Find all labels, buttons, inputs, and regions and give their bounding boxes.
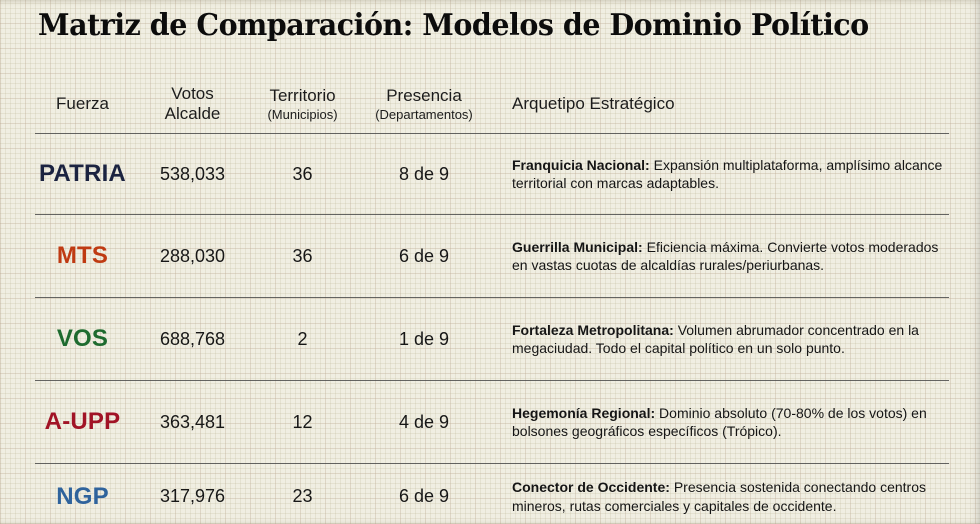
table-row: PATRIA 538,033 36 8 de 9 Franquicia Naci… — [35, 134, 949, 215]
presencia-value: 6 de 9 — [398, 486, 450, 506]
arquetipo-cell: Guerrilla Municipal: Eficiencia máxima. C… — [498, 238, 949, 274]
col-header-territorio-main: Territorio — [269, 85, 336, 105]
col-header-territorio-sub: (Municipios) — [267, 106, 338, 122]
table-header-row: Fuerza Votos Alcalde Territorio (Municip… — [35, 75, 949, 134]
territorio-value: 36 — [292, 245, 313, 266]
votos-value: 688,768 — [159, 328, 226, 349]
table-row: NGP 317,976 23 6 de 9 Conector de Occide… — [35, 464, 949, 524]
party-name: PATRIA — [39, 160, 126, 187]
table-row: VOS 688,768 2 1 de 9 Fortaleza Metropoli… — [35, 298, 949, 381]
col-header-presencia: Presencia (Departamentos) — [350, 86, 498, 122]
party-name: VOS — [56, 325, 109, 352]
arquetipo-text: Eficiencia máxima. Convierte votos moder… — [512, 238, 939, 273]
votos-value: 538,033 — [159, 163, 226, 184]
arquetipo-label: Hegemonía Regional: — [512, 404, 656, 421]
col-header-votos-line2: Alcalde — [164, 104, 221, 123]
col-header-votos-line1: Votos — [171, 83, 214, 103]
arquetipo-text: Dominio absoluto (70-80% de los votos) e… — [512, 404, 927, 439]
table-row: A-UPP 363,481 12 4 de 9 Hegemonía Region… — [35, 381, 949, 464]
page-title: Matriz de Comparación: Modelos de Domini… — [38, 8, 869, 43]
arquetipo-label: Guerrilla Municipal: — [512, 238, 643, 255]
territorio-value: 36 — [292, 163, 313, 184]
votos-value: 317,976 — [159, 486, 226, 506]
arquetipo-cell: Hegemonía Regional: Dominio absoluto (70-… — [498, 404, 949, 440]
arquetipo-cell: Franquicia Nacional: Expansión multiplata… — [498, 156, 949, 192]
arquetipo-text: Volumen abrumador concentrado en la mega… — [512, 321, 919, 356]
votos-value: 288,030 — [159, 245, 226, 266]
votos-value: 363,481 — [159, 411, 226, 432]
comparison-table: Fuerza Votos Alcalde Territorio (Municip… — [35, 75, 949, 524]
presencia-value: 1 de 9 — [398, 328, 450, 349]
territorio-value: 2 — [297, 328, 308, 349]
col-header-presencia-sub: (Departamentos) — [375, 106, 473, 122]
col-header-votos: Votos Alcalde — [130, 84, 255, 124]
party-name: MTS — [56, 242, 109, 269]
party-name: NGP — [56, 482, 109, 510]
table-row: MTS 288,030 36 6 de 9 Guerrilla Municipa… — [35, 215, 949, 298]
col-header-territorio: Territorio (Municipios) — [255, 86, 350, 122]
territorio-value: 12 — [292, 411, 313, 432]
presencia-value: 4 de 9 — [398, 411, 450, 432]
arquetipo-label: Franquicia Nacional: — [512, 156, 650, 173]
col-header-fuerza: Fuerza — [56, 93, 109, 113]
arquetipo-cell: Fortaleza Metropolitana: Volumen abrumado… — [498, 321, 949, 357]
arquetipo-text: Presencia sostenida conectando centros m… — [512, 479, 926, 514]
arquetipo-label: Fortaleza Metropolitana: — [512, 321, 674, 338]
presencia-value: 8 de 9 — [398, 163, 450, 184]
col-header-presencia-main: Presencia — [386, 85, 462, 105]
arquetipo-label: Conector de Occidente: — [512, 479, 670, 496]
col-header-arquetipo: Arquetipo Estratégico — [512, 93, 675, 113]
arquetipo-text: Expansión multiplataforma, amplísimo alc… — [512, 156, 943, 191]
party-name: A-UPP — [44, 408, 121, 435]
presencia-value: 6 de 9 — [398, 245, 450, 266]
arquetipo-cell: Conector de Occidente: Presencia sostenid… — [498, 478, 949, 514]
territorio-value: 23 — [292, 486, 313, 506]
